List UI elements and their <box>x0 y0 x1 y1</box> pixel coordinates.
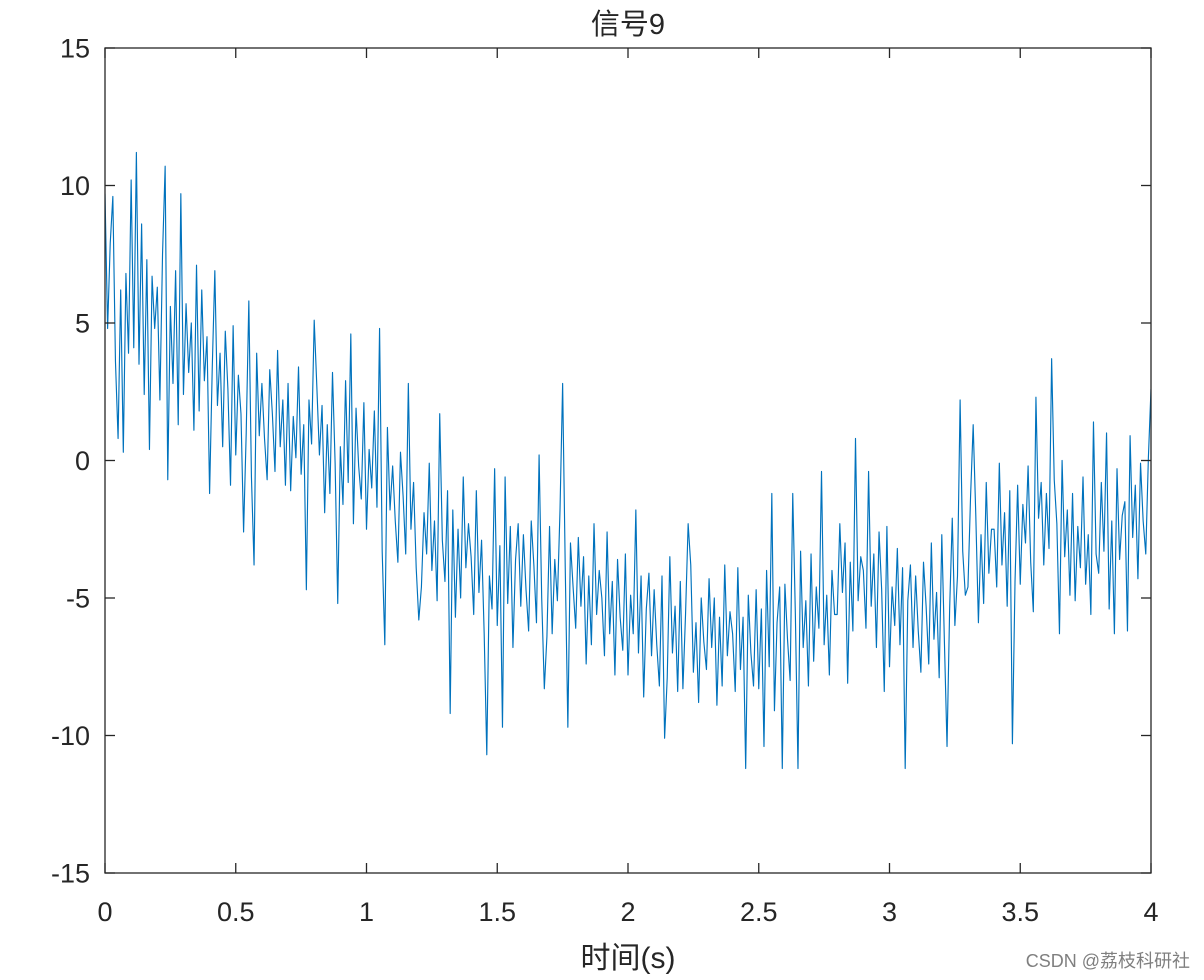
y-tick-label: 10 <box>60 171 90 201</box>
x-tick-label: 1.5 <box>478 897 516 927</box>
y-tick-label: -10 <box>51 721 90 751</box>
axes <box>104 47 1152 874</box>
x-tick-label: 2.5 <box>740 897 778 927</box>
y-tick-label: -15 <box>51 859 90 889</box>
series-layer <box>105 151 1151 770</box>
chart-title: 信号9 <box>591 8 665 41</box>
x-tick-label: 4 <box>1143 897 1158 927</box>
y-tick-label: -5 <box>66 584 90 614</box>
plot-background <box>105 48 1151 873</box>
x-tick-label: 3.5 <box>1001 897 1039 927</box>
y-tick-label: 0 <box>75 446 90 476</box>
y-tick-label: 5 <box>75 309 90 339</box>
x-tick-label: 0.5 <box>217 897 255 927</box>
x-tick-label: 2 <box>620 897 635 927</box>
x-tick-label: 3 <box>882 897 897 927</box>
series-line <box>105 151 1151 770</box>
x-tick-label: 0 <box>97 897 112 927</box>
x-tick-label: 1 <box>359 897 374 927</box>
watermark: CSDN @荔枝科研社 <box>1026 951 1190 971</box>
x-axis-label: 时间(s) <box>581 942 676 975</box>
y-tick-label: 15 <box>60 34 90 64</box>
